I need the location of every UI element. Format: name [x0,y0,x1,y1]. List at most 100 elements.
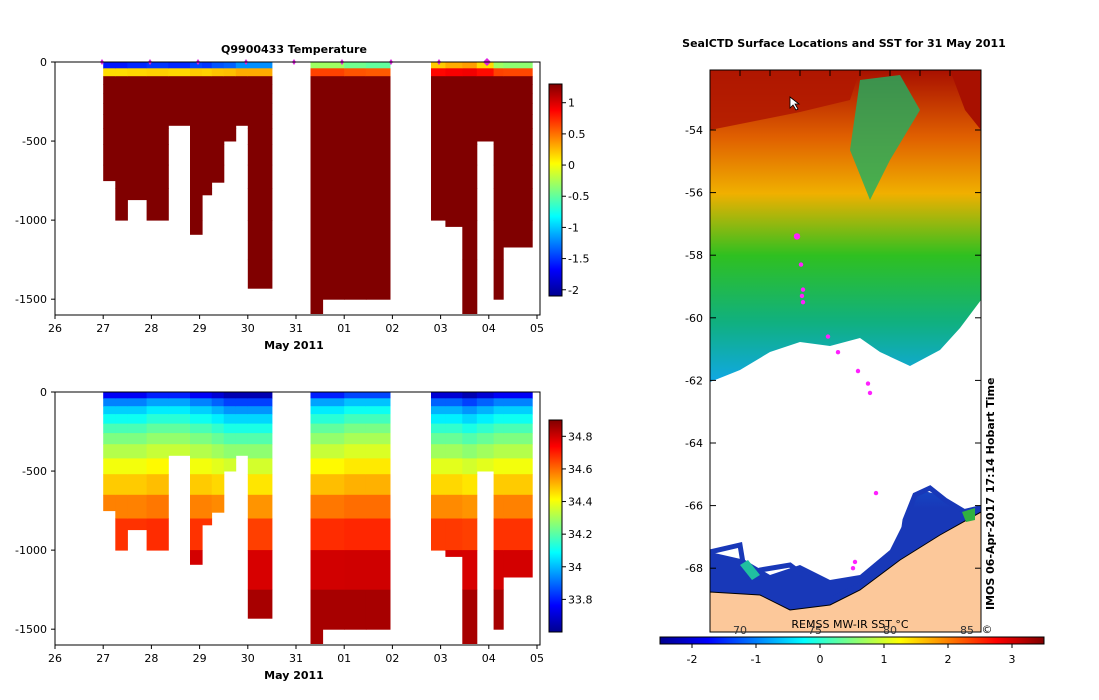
temperature-x-axis-label: May 2011 [264,339,324,352]
profile-cell [344,93,367,104]
x-tick-label: 01 [337,652,351,665]
profile-cell [247,103,273,115]
profile-cell [503,474,533,496]
profile-cell [431,164,446,189]
profile-cell [493,398,504,407]
profile-cell [322,144,345,166]
profile-cell [322,474,345,496]
profile-cell [115,144,128,166]
profile-cell [322,114,345,129]
warm-water-patch [710,70,860,130]
profile-column [247,62,273,289]
profile-cell [168,392,191,399]
profile-cell [445,144,463,166]
profile-cell [365,433,391,445]
lat-tick-label: -56 [685,187,703,200]
profile-column [322,62,345,300]
profile-cell [103,414,116,425]
profile-cell [344,68,367,77]
y-tick-label: -1000 [15,544,47,557]
profile-cell [462,474,478,496]
x-tick-label: 28 [144,652,158,665]
lat-tick-label: -54 [685,124,703,137]
profile-cell [462,392,478,399]
profile-cell [493,103,504,115]
profile-cell [322,93,345,104]
map-lon-label: 75 [808,624,822,637]
profile-cell [445,68,463,77]
profile-cell [146,398,169,407]
profile-cell [190,164,203,189]
profile-cell [190,144,203,166]
y-tick-label: -500 [22,465,47,478]
lat-tick-label: -58 [685,249,703,262]
colorbar-tick-label: -2 [568,284,579,297]
profile-column [344,392,367,630]
profile-cell [202,62,213,69]
profile-cell [190,128,203,145]
profile-cell [310,220,324,261]
profile-cell [202,494,213,519]
profile-cell [103,76,116,85]
profile-cell [211,128,225,145]
profile-cell [431,128,446,145]
x-tick-label: 28 [144,322,158,335]
profile-cell [431,68,446,77]
profile-cell [103,423,116,434]
profile-cell [115,444,128,459]
profile-cell [445,423,463,434]
cold-tongue [850,75,920,200]
profile-cell [431,398,446,407]
colorbar-tick-label: -0.5 [568,190,589,203]
profile-cell [211,114,225,129]
x-tick-label: 27 [96,652,110,665]
profile-cell [168,62,191,69]
copyright-mark: © [982,623,993,636]
profile-cell [247,84,273,95]
profile-cell [103,398,116,407]
profile-cell [211,62,225,69]
profile-cell [445,474,463,496]
colorbar-tick-label: 34.2 [568,528,593,541]
profile-cell [202,444,213,459]
profile-cell [431,103,446,115]
profile-cell [190,494,203,519]
profile-cell [344,494,367,519]
profile-cell [115,423,128,434]
profile-cell [103,128,116,145]
profile-cell [476,444,495,459]
profile-column [503,392,533,578]
profile-column [322,392,345,630]
profile-cell [503,103,533,115]
profile-cell [493,220,504,261]
x-tick-label: 30 [241,322,255,335]
colorbar-tick-label: 0.5 [568,128,586,141]
profile-cell [344,103,367,115]
profile-column [146,392,169,551]
colorbar-tick-label: 34 [568,561,582,574]
profile-cell [115,164,128,189]
profile-cell [247,259,273,289]
profile-cell [103,392,116,399]
profile-cell [202,392,213,399]
profile-cell [127,68,148,77]
profile-cell [115,93,128,104]
profile-cell [247,518,273,551]
profile-cell [146,103,169,115]
profile-cell [462,114,478,129]
profile-cell [190,103,203,115]
map-colorbar-tick-label: -1 [751,653,762,666]
profile-cell [476,68,495,77]
profile-cell [365,188,391,221]
profile-cell [493,414,504,425]
profile-cell [168,93,191,104]
profile-cell [476,423,495,434]
profile-cell [211,84,225,95]
profile-cell [493,474,504,496]
profile-cell [503,93,533,104]
y-tick-label: 0 [40,386,47,399]
profile-cell [223,392,237,399]
profile-cell [431,433,446,445]
profile-cell [103,406,116,415]
profile-cell [211,398,225,407]
